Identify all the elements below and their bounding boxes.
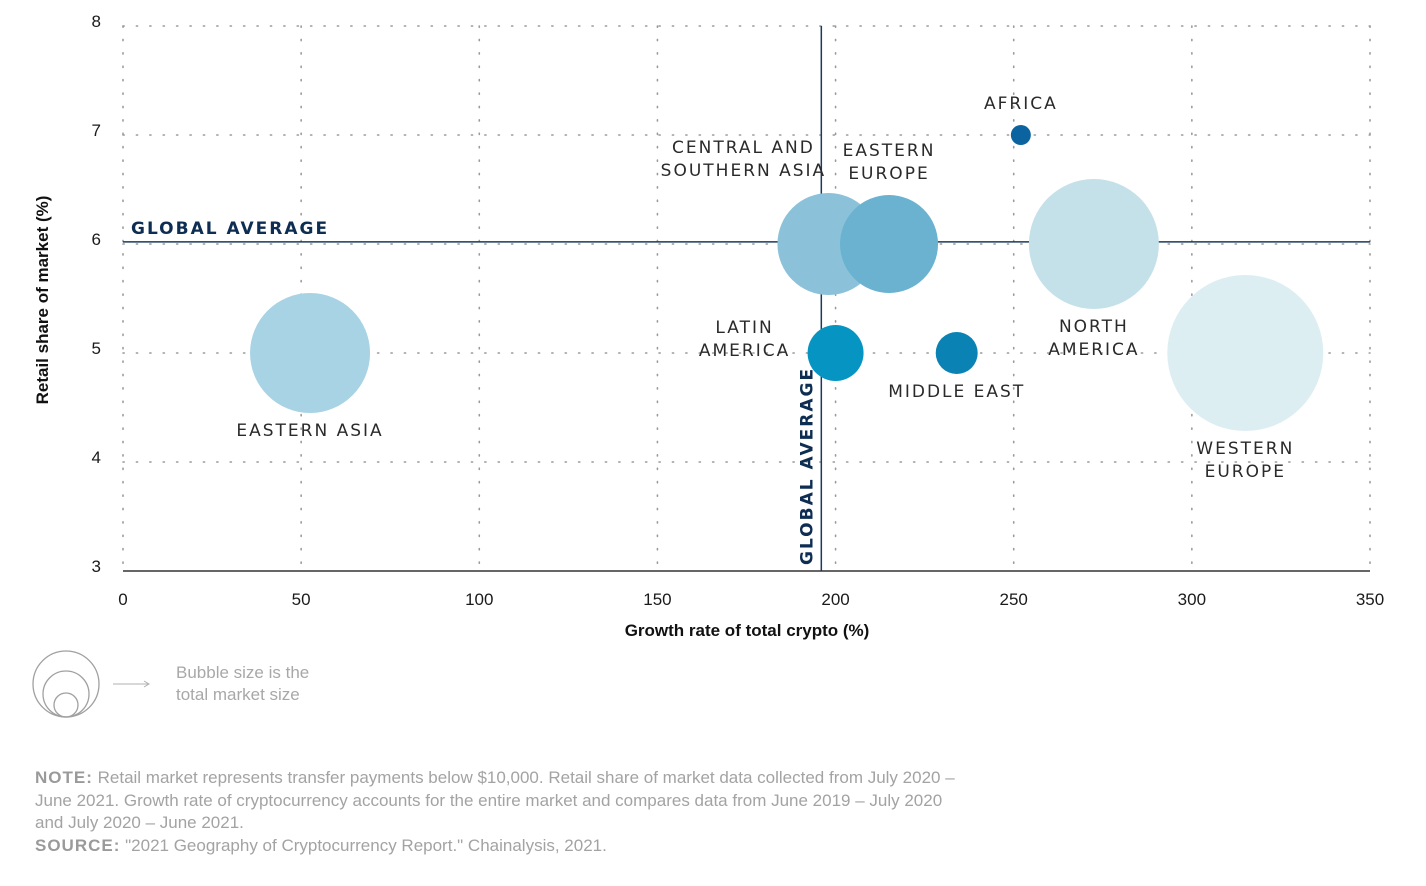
bubble-label-line: EASTERN ASIA: [236, 421, 383, 441]
x-tick-label: 0: [118, 590, 127, 609]
source-label: SOURCE:: [35, 835, 121, 855]
bubble-label-middle-east: MIDDLE EAST: [888, 382, 1025, 402]
legend-bubble-icon: [32, 650, 150, 718]
axes: 0 50 100 150 200 250 300 350 3 4 5 6 7 8: [92, 12, 1385, 609]
y-axis-title: Retail share of market (%): [33, 196, 52, 405]
bubble-label-africa: AFRICA: [984, 94, 1058, 114]
footnote: NOTE: Retail market represents transfer …: [35, 767, 955, 857]
y-tick-label: 4: [92, 448, 101, 467]
bubble-africa: [1010, 125, 1031, 145]
legend-text: Bubble size is the total market size: [176, 662, 309, 706]
arrow-right-icon: [143, 680, 150, 688]
reference-lines: GLOBAL AVERAGE GLOBAL AVERAGE: [123, 26, 1370, 571]
bubble-label-central-and-southern-asia: CENTRAL AND SOUTHERN ASIA: [661, 138, 827, 181]
note-text: Retail market represents transfer paymen…: [35, 768, 955, 832]
x-tick-label: 200: [821, 590, 849, 609]
x-tick-label: 350: [1356, 590, 1384, 609]
source-text: "2021 Geography of Cryptocurrency Report…: [120, 835, 607, 855]
bubble-label-line: MIDDLE EAST: [888, 382, 1025, 402]
bubble-labels: EASTERN ASIA CENTRAL AND SOUTHERN ASIA EAST…: [236, 94, 1294, 482]
y-tick-label: 5: [92, 339, 101, 358]
bubble-label-line: SOUTHERN ASIA: [661, 161, 827, 181]
x-axis-title: Growth rate of total crypto (%): [625, 621, 870, 640]
bubble-label-line: EUROPE: [848, 164, 929, 184]
bubble-label-line: CENTRAL AND: [672, 138, 815, 158]
bubble-label-line: LATIN: [715, 318, 773, 338]
global-average-label-horizontal: GLOBAL AVERAGE: [131, 219, 329, 239]
x-tick-label: 100: [465, 590, 493, 609]
bubble-label-line: EUROPE: [1205, 462, 1286, 482]
x-tick-label: 250: [1000, 590, 1028, 609]
bubble-label-line: AMERICA: [1048, 340, 1139, 360]
y-tick-label: 6: [92, 230, 101, 249]
legend-text-line: total market size: [176, 685, 300, 704]
legend-text-line: Bubble size is the: [176, 663, 310, 682]
bubble-label-line: AFRICA: [984, 94, 1058, 114]
bubble-western-europe: [1167, 275, 1324, 431]
y-tick-label: 7: [92, 121, 101, 140]
bubble-label-western-europe: WESTERN EUROPE: [1196, 439, 1294, 482]
bubble-label-line: EASTERN: [843, 141, 936, 161]
bubble-label-latin-america: LATIN AMERICA: [699, 318, 790, 361]
bubble-north-america: [1028, 179, 1159, 309]
x-tick-label: 150: [643, 590, 671, 609]
x-tick-label: 50: [292, 590, 311, 609]
y-tick-label: 8: [92, 12, 101, 31]
bubble-label-line: AMERICA: [699, 341, 790, 361]
global-average-label-vertical: GLOBAL AVERAGE: [797, 367, 817, 565]
bubble-label-line: NORTH: [1059, 317, 1129, 337]
bubble-label-eastern-europe: EASTERN EUROPE: [843, 141, 936, 184]
y-tick-label: 3: [92, 557, 101, 576]
bubble-eastern-europe: [840, 195, 939, 293]
bubbles: [250, 125, 1324, 431]
bubble-label-north-america: NORTH AMERICA: [1048, 317, 1139, 360]
bubble-latin-america: [807, 325, 864, 381]
note-label: NOTE:: [35, 768, 93, 787]
bubble-eastern-asia: [250, 293, 371, 413]
bubble-label-line: WESTERN: [1196, 439, 1294, 459]
bubble-middle-east: [935, 332, 978, 374]
bubble-label-eastern-asia: EASTERN ASIA: [236, 421, 383, 441]
x-tick-label: 300: [1178, 590, 1206, 609]
